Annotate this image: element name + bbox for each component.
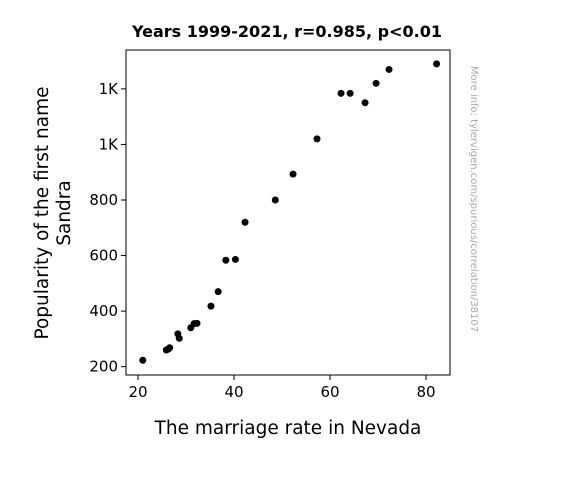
plot-frame bbox=[125, 49, 451, 376]
y-tick-label: 800 bbox=[89, 191, 118, 209]
y-axis-label-line-1: Popularity of the first name bbox=[32, 86, 53, 339]
x-tick-label: 60 bbox=[320, 383, 339, 401]
chart-title: Years 1999-2021, r=0.985, p<0.01 bbox=[131, 22, 442, 41]
data-point bbox=[361, 99, 369, 107]
axis-ticks: 20 40 60 80 200 400 600 800 1K 1K bbox=[89, 80, 435, 401]
data-point bbox=[372, 79, 380, 87]
y-tick-label: 200 bbox=[89, 358, 118, 376]
y-tick-label: 1K bbox=[99, 135, 120, 153]
data-point bbox=[222, 256, 230, 264]
x-tick-label: 20 bbox=[128, 383, 147, 401]
data-point bbox=[139, 356, 147, 364]
data-point bbox=[289, 170, 297, 178]
y-axis-label-line-2: Sandra bbox=[54, 180, 75, 246]
data-point bbox=[166, 344, 174, 352]
data-point bbox=[385, 65, 393, 73]
data-point bbox=[433, 60, 441, 68]
data-point bbox=[313, 135, 321, 143]
data-point bbox=[193, 319, 201, 327]
y-tick-label: 600 bbox=[89, 247, 118, 265]
y-tick-label: 400 bbox=[89, 302, 118, 320]
data-point bbox=[346, 89, 354, 97]
data-points bbox=[139, 60, 441, 364]
data-point bbox=[271, 196, 279, 204]
data-point bbox=[337, 89, 345, 97]
data-point bbox=[175, 334, 183, 342]
data-point bbox=[207, 302, 215, 310]
data-point bbox=[231, 255, 239, 263]
data-point bbox=[241, 218, 249, 226]
x-axis-label: The marriage rate in Nevada bbox=[154, 418, 422, 439]
x-tick-label: 40 bbox=[224, 383, 243, 401]
y-tick-label: 1K bbox=[99, 80, 120, 98]
data-point bbox=[214, 288, 222, 296]
x-tick-label: 80 bbox=[416, 383, 435, 401]
source-credit: More info: tylervigen.com/spurious/corre… bbox=[468, 66, 479, 332]
